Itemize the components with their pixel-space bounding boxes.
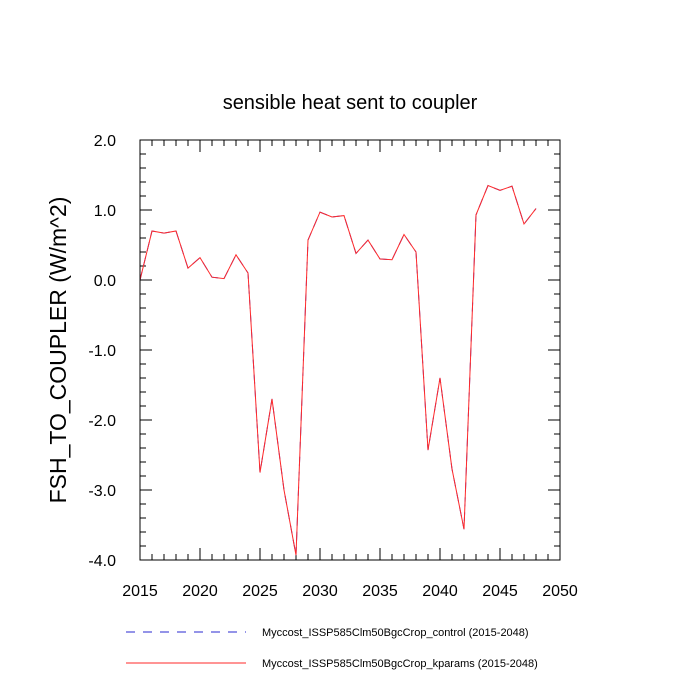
y-tick-label: -4.0 [88,553,116,570]
x-tick-label: 2025 [242,583,278,600]
series-line-2 [139,184,537,556]
series-line-1 [139,184,537,556]
plot-frame [139,139,561,561]
legend-label-1: Myccost_ISSP585Clm50BgcCrop_control (201… [262,627,529,639]
x-tick-label: 2020 [182,583,218,600]
x-tick-label: 2030 [302,583,338,600]
x-tick-label: 2040 [422,583,458,600]
x-tick-label: 2045 [482,583,518,600]
y-tick-label: -1.0 [88,343,116,360]
axis-ticks: 2015 2020 2025 2030 2035 2040 2045 2050 2.0 1.0 0.… [88,133,577,600]
y-tick-label: 2.0 [94,133,116,150]
x-tick-label: 2035 [362,583,398,600]
legend: Myccost_ISSP585Clm50BgcCrop_control (201… [126,627,538,670]
chart-title: sensible heat sent to coupler [223,92,478,114]
x-tick-label: 2015 [122,583,158,600]
legend-label-2: Myccost_ISSP585Clm50BgcCrop_kparams (201… [262,658,538,670]
y-tick-label: 1.0 [94,203,116,220]
series-layer [139,184,537,556]
y-tick-label: -2.0 [88,413,116,430]
x-tick-label: 2050 [542,583,578,600]
y-tick-label: -3.0 [88,483,116,500]
y-tick-label: 0.0 [94,273,116,290]
y-axis-label: FSH_TO_COUPLER (W/m^2) [45,197,71,504]
